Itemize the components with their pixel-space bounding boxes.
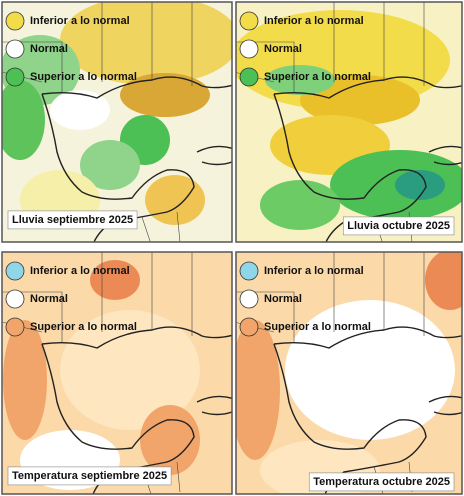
panel-frame	[1, 1, 233, 243]
legend-label: Superior a lo normal	[264, 71, 371, 83]
caption-box	[7, 466, 172, 486]
caption-box	[7, 210, 138, 230]
panel-caption: Lluvia octubre 2025	[347, 220, 450, 232]
legend-label: Normal	[264, 43, 302, 55]
legend-label: Inferior a lo normal	[30, 265, 130, 277]
legend-swatch	[5, 39, 25, 59]
legend-label: Inferior a lo normal	[30, 15, 130, 27]
legend-swatch	[239, 289, 259, 309]
legend-swatch	[239, 67, 259, 87]
legend-swatch	[5, 67, 25, 87]
legend-swatch	[239, 39, 259, 59]
legend-swatch	[239, 261, 259, 281]
legend-label: Inferior a lo normal	[264, 265, 364, 277]
legend-label: Superior a lo normal	[30, 71, 137, 83]
legend-swatch	[5, 11, 25, 31]
caption-box	[308, 472, 455, 492]
map-rain-oct	[236, 2, 462, 242]
legend-label: Normal	[30, 43, 68, 55]
panel-frame	[235, 251, 463, 495]
legend-swatch	[5, 317, 25, 337]
legend-swatch	[5, 261, 25, 281]
legend-label: Normal	[264, 293, 302, 305]
panel-caption: Temperatura octubre 2025	[313, 476, 450, 488]
legend-label: Superior a lo normal	[264, 321, 371, 333]
legend-label: Inferior a lo normal	[264, 15, 364, 27]
map-rain-sep	[2, 2, 232, 242]
panel-frame	[235, 1, 463, 243]
map-temp-oct	[236, 252, 462, 494]
caption-box	[342, 216, 455, 236]
panel-caption: Lluvia septiembre 2025	[12, 214, 133, 226]
panel-caption: Temperatura septiembre 2025	[12, 470, 167, 482]
map-temp-sep	[2, 252, 232, 494]
legend-swatch	[5, 289, 25, 309]
legend-label: Superior a lo normal	[30, 321, 137, 333]
legend-label: Normal	[30, 293, 68, 305]
legend-swatch	[239, 11, 259, 31]
panel-frame	[1, 251, 233, 495]
legend-swatch	[239, 317, 259, 337]
